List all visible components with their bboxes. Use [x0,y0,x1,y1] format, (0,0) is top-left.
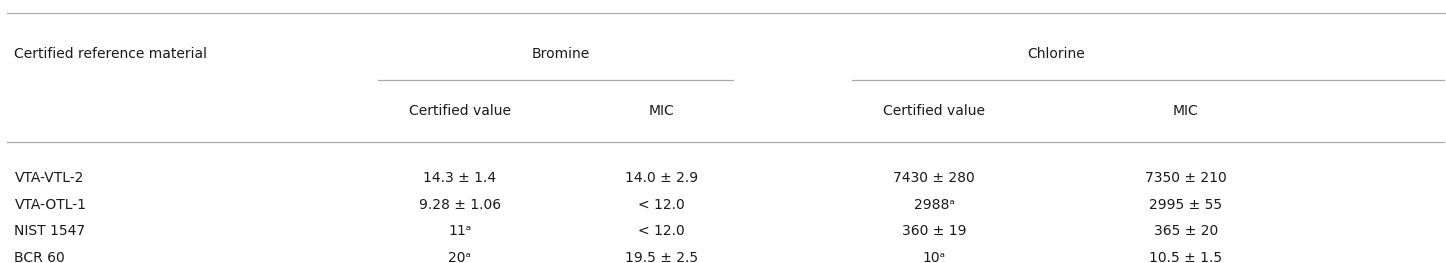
Text: 10.5 ± 1.5: 10.5 ± 1.5 [1150,251,1222,263]
Text: MIC: MIC [648,104,674,118]
Text: Certified value: Certified value [409,104,510,118]
Text: VTA-VTL-2: VTA-VTL-2 [14,171,84,185]
Text: 19.5 ± 2.5: 19.5 ± 2.5 [625,251,698,263]
Text: 11ᵃ: 11ᵃ [448,224,471,238]
Text: Certified reference material: Certified reference material [14,47,207,61]
Text: 360 ± 19: 360 ± 19 [902,224,966,238]
Text: < 12.0: < 12.0 [638,198,684,212]
Text: MIC: MIC [1173,104,1199,118]
Text: 2995 ± 55: 2995 ± 55 [1150,198,1222,212]
Text: 7350 ± 210: 7350 ± 210 [1145,171,1226,185]
Text: 2988ᵃ: 2988ᵃ [914,198,954,212]
Text: VTA-OTL-1: VTA-OTL-1 [14,198,87,212]
Text: 14.0 ± 2.9: 14.0 ± 2.9 [625,171,698,185]
Text: NIST 1547: NIST 1547 [14,224,85,238]
Text: Certified value: Certified value [884,104,985,118]
Text: 7430 ± 280: 7430 ± 280 [894,171,975,185]
Text: 9.28 ± 1.06: 9.28 ± 1.06 [419,198,502,212]
Text: Chlorine: Chlorine [1028,47,1086,61]
Text: 14.3 ± 1.4: 14.3 ± 1.4 [424,171,496,185]
Text: 365 ± 20: 365 ± 20 [1154,224,1218,238]
Text: 20ᵃ: 20ᵃ [448,251,471,263]
Text: < 12.0: < 12.0 [638,224,684,238]
Text: Bromine: Bromine [532,47,590,61]
Text: BCR 60: BCR 60 [14,251,65,263]
Text: 10ᵃ: 10ᵃ [923,251,946,263]
